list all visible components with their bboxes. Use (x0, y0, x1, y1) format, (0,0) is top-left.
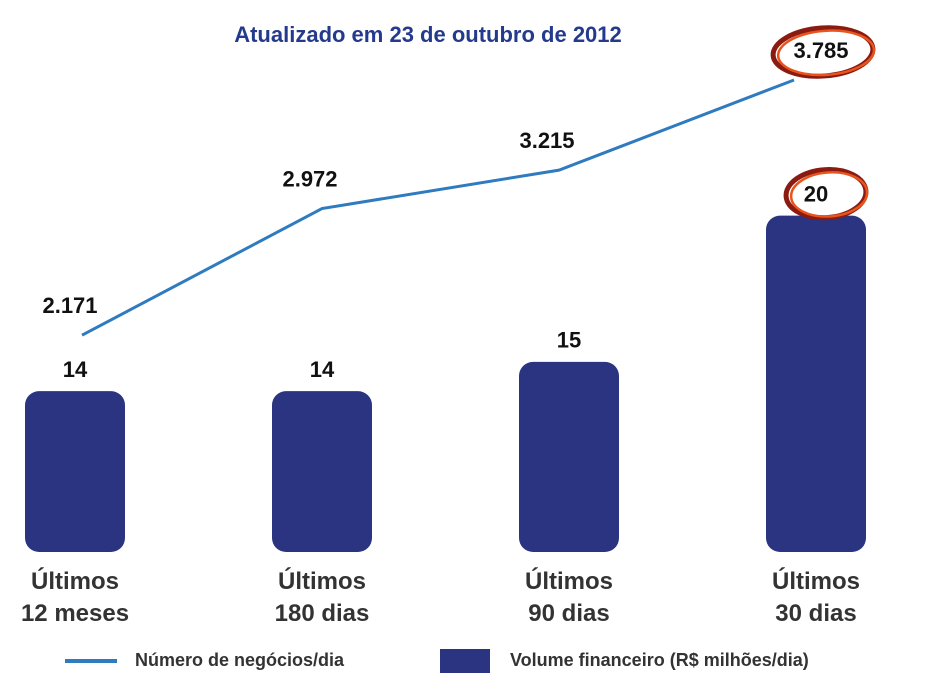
line-value-label: 2.171 (42, 293, 97, 318)
bar-value-label: 14 (310, 357, 335, 382)
bar (272, 391, 372, 552)
x-tick-label: Últimos 180 dias (274, 568, 370, 627)
bar (519, 361, 619, 552)
legend-swatch (440, 649, 490, 673)
x-tick-label: Últimos 30 dias (771, 568, 860, 627)
highlight-ring (776, 29, 876, 77)
line-value-label: 3.215 (519, 128, 574, 153)
highlight-ring (789, 171, 869, 218)
bar (25, 391, 125, 552)
bar-value-label: 20 (804, 181, 828, 206)
chart-title: Atualizado em 23 de outubro de 2012 (234, 22, 622, 47)
x-tick-label: Últimos 90 dias (524, 568, 613, 627)
legend-label: Volume financeiro (R$ milhões/dia) (510, 650, 809, 670)
line (81, 78, 795, 337)
legend-label: Número de negócios/dia (135, 650, 345, 670)
bar-value-label: 14 (63, 357, 88, 382)
x-tick-label: Últimos 12 meses (20, 568, 130, 627)
line-value-label: 3.785 (793, 38, 848, 63)
bar (766, 215, 866, 553)
line-value-label: 2.972 (282, 166, 337, 191)
bar-value-label: 15 (557, 328, 581, 353)
